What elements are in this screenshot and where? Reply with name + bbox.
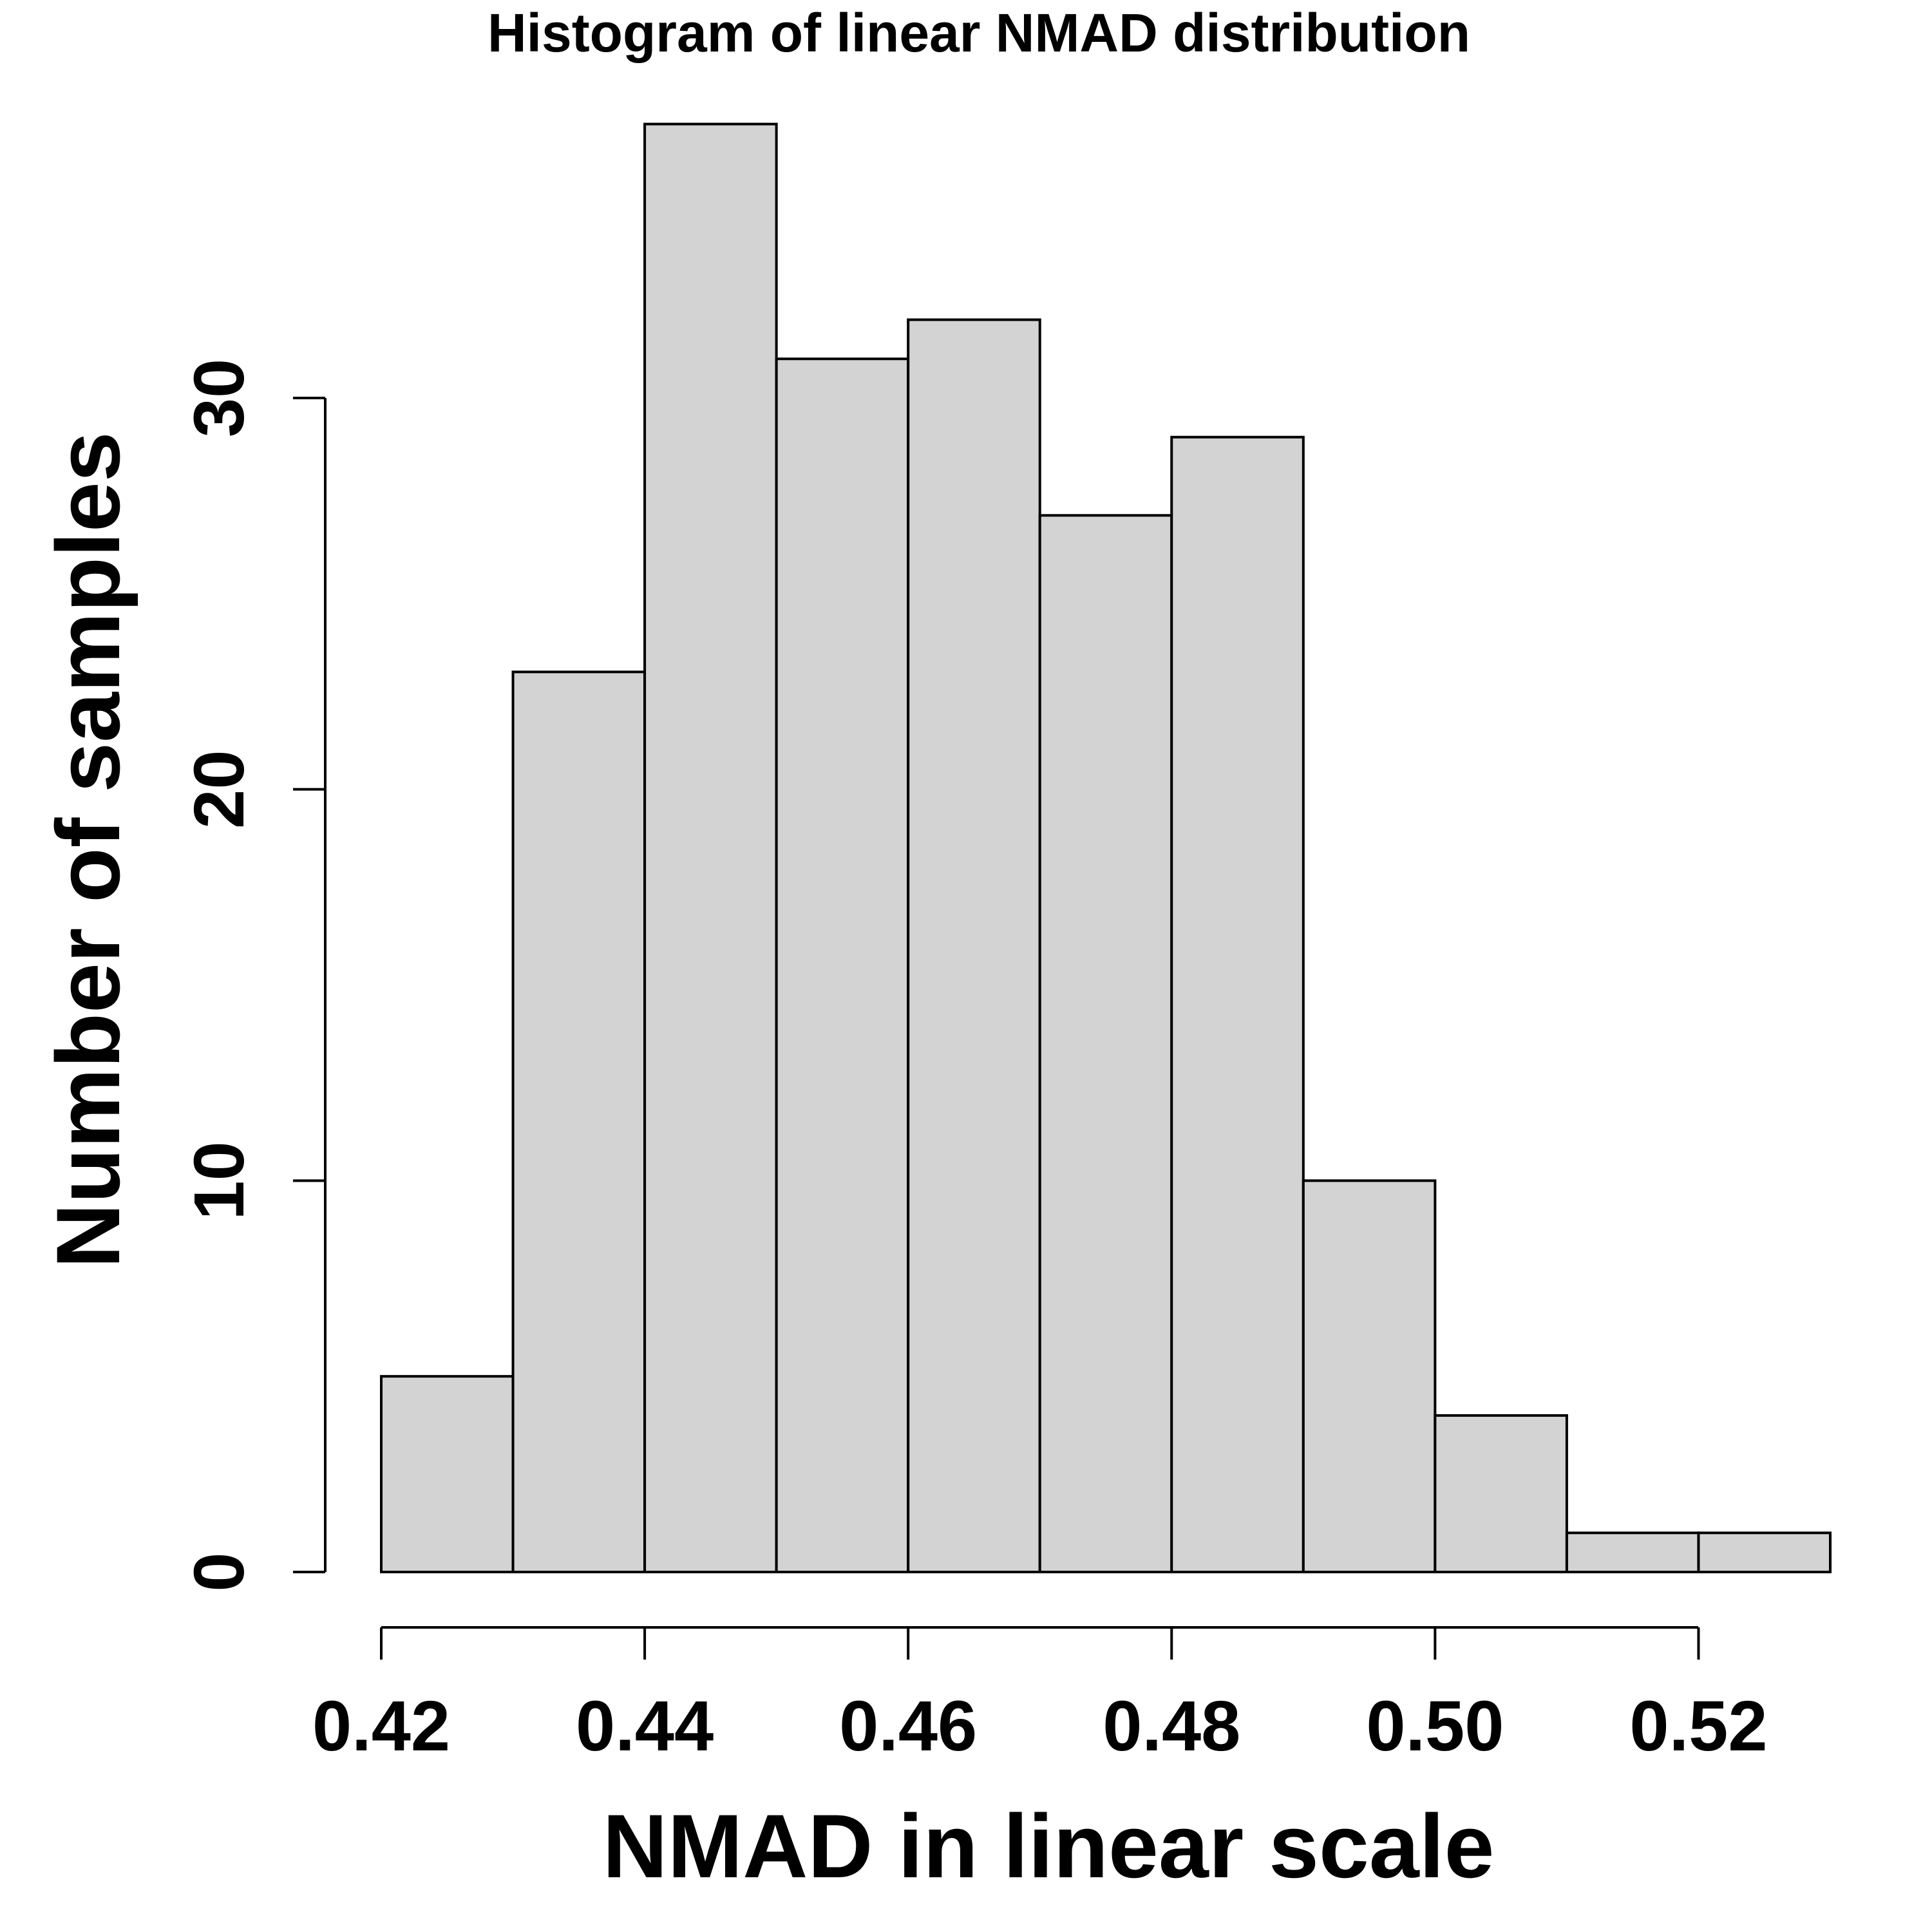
y-tick-label: 0 [180, 1552, 259, 1591]
histogram-bar [907, 318, 1041, 1573]
histogram-bar [643, 122, 778, 1574]
chart-title: Histogram of linear NMAD distribution [488, 3, 1470, 63]
x-tick-label: 0.46 [839, 1687, 977, 1766]
x-tick-label: 0.42 [312, 1687, 450, 1766]
x-axis-title: NMAD in linear scale [603, 1795, 1495, 1897]
histogram-bar [1697, 1531, 1832, 1574]
histogram-bar [1434, 1414, 1568, 1574]
y-axis-ticks: 0 10 20 30 [180, 359, 325, 1592]
histogram-bar [1565, 1531, 1700, 1574]
histogram-bar [1038, 514, 1173, 1573]
histogram-bar [511, 670, 647, 1573]
x-axis-ticks: 0.42 0.44 0.46 0.48 0.50 0.52 [312, 1627, 1768, 1766]
y-tick-label: 30 [180, 359, 259, 437]
y-axis-title: Number of samples [37, 431, 138, 1268]
x-tick-label: 0.50 [1366, 1687, 1504, 1766]
bars-group [380, 122, 1832, 1574]
y-tick-label: 20 [180, 750, 259, 828]
histogram-bar [380, 1375, 515, 1574]
histogram-bar [1170, 435, 1305, 1573]
x-tick-label: 0.52 [1629, 1687, 1767, 1766]
x-tick-label: 0.48 [1103, 1687, 1240, 1766]
histogram-bar [1302, 1179, 1437, 1574]
x-tick-label: 0.44 [576, 1687, 714, 1766]
histogram-bar [775, 357, 910, 1574]
y-tick-label: 10 [180, 1141, 259, 1220]
